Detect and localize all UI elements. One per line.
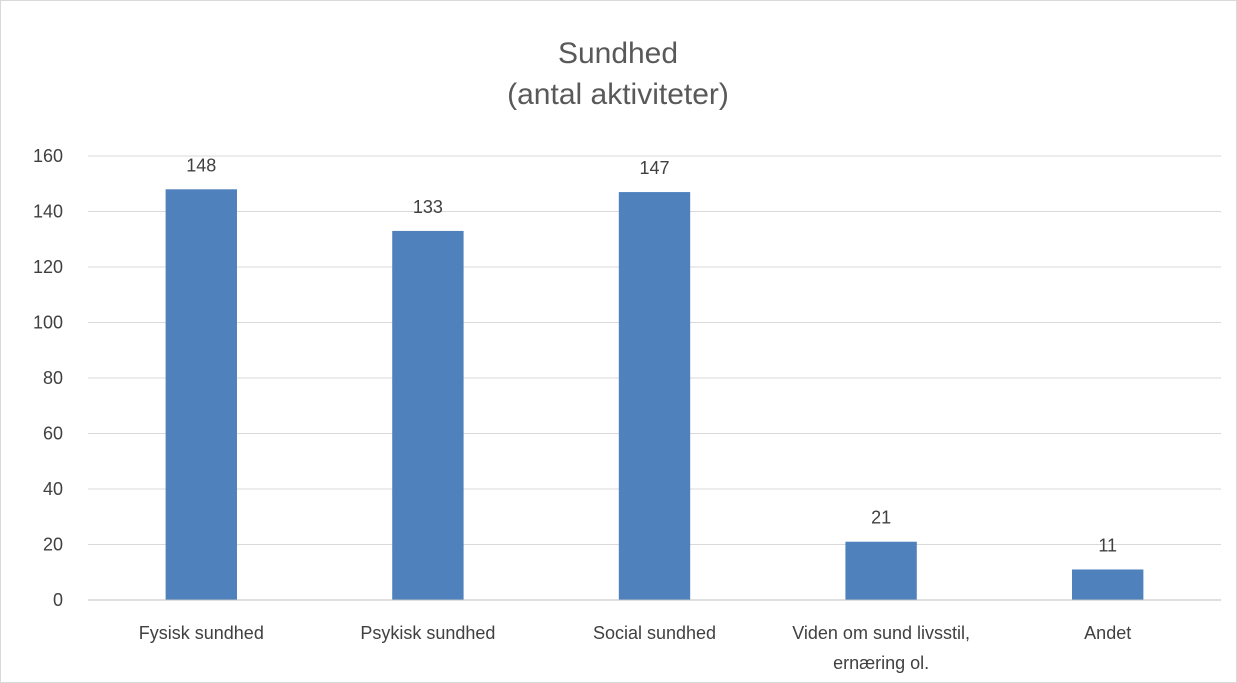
y-tick-label-140: 140 <box>33 202 63 222</box>
data-label-1: 148 <box>186 155 216 175</box>
x-category-label-1: Fysisk sundhed <box>139 623 264 643</box>
data-label-3: 147 <box>639 158 669 178</box>
x-category-label-3: Social sundhed <box>593 623 716 643</box>
chart-title-line-2: (antal aktiviteter) <box>507 78 729 111</box>
y-tick-label-160: 160 <box>33 146 63 166</box>
x-axis-category-labels: Fysisk sundhed Psykisk sundhed Social sund… <box>139 623 1131 673</box>
y-tick-label-20: 20 <box>43 535 63 555</box>
y-tick-label-120: 120 <box>33 257 63 277</box>
bar-2 <box>392 230 464 601</box>
chart-title: Sundhed (antal aktiviteter) <box>507 37 729 111</box>
data-label-5: 11 <box>1098 535 1117 555</box>
data-label-4: 21 <box>871 508 891 528</box>
y-tick-label-0: 0 <box>53 590 63 610</box>
bar-5 <box>1072 569 1144 600</box>
data-labels: 148 133 147 21 11 <box>186 155 1117 555</box>
y-tick-label-40: 40 <box>43 479 63 499</box>
chart-title-line-1: Sundhed <box>558 37 678 70</box>
x-category-label-4-line-2: ernæring ol. <box>833 653 929 673</box>
bar-3 <box>618 192 691 600</box>
bar-4 <box>845 541 917 600</box>
x-category-label-2: Psykisk sundhed <box>360 623 495 643</box>
y-tick-label-100: 100 <box>33 313 63 333</box>
bar-1 <box>165 189 237 601</box>
bars <box>165 189 1144 601</box>
y-tick-label-80: 80 <box>43 368 63 388</box>
x-category-label-5: Andet <box>1084 623 1131 643</box>
x-category-label-4-line-1: Viden om sund livsstil, <box>792 623 970 643</box>
data-label-2: 133 <box>413 197 443 217</box>
y-axis-tick-labels: 0 20 40 60 80 100 120 140 160 <box>33 146 63 610</box>
y-tick-label-60: 60 <box>43 424 63 444</box>
